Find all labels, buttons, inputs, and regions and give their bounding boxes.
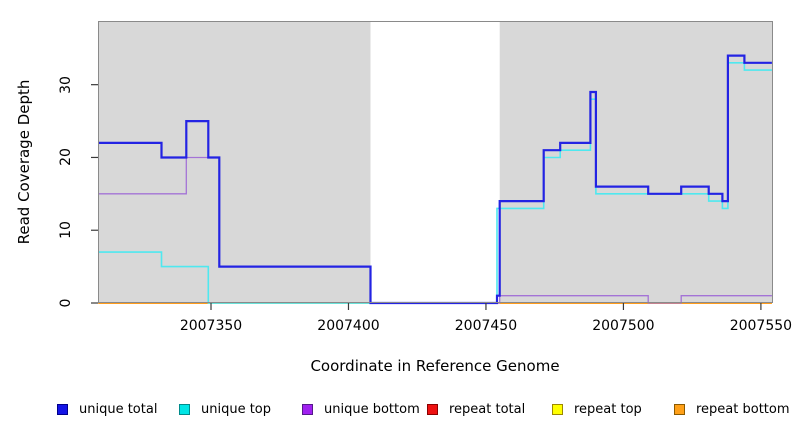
legend-label: unique total — [79, 402, 158, 417]
legend-item-unique-top: unique top — [179, 401, 271, 418]
x-tick-label: 2007500 — [592, 318, 655, 334]
legend-item-repeat-top: repeat top — [552, 401, 642, 418]
legend-item-unique-total: unique total — [57, 401, 157, 418]
legend-item-repeat-total: repeat total — [427, 401, 525, 418]
y-tick-label: 20 — [58, 148, 74, 167]
legend-swatch-icon — [552, 404, 563, 415]
legend-label: unique top — [201, 402, 272, 417]
legend-swatch-icon — [427, 404, 438, 415]
x-tick-label: 2007400 — [317, 318, 380, 334]
legend-label: repeat top — [574, 402, 642, 417]
x-tick-label: 2007450 — [454, 318, 518, 334]
y-axis-label: Read Coverage Depth — [15, 79, 33, 245]
legend-item-repeat-bottom: repeat bottom — [674, 401, 790, 418]
legend-swatch-icon — [674, 404, 685, 415]
plot-area — [91, 21, 773, 310]
y-tick-label: 0 — [58, 298, 74, 308]
x-axis-label: Coordinate in Reference Genome — [310, 357, 560, 375]
legend-label: unique bottom — [324, 402, 420, 417]
legend-swatch-icon — [57, 404, 68, 415]
legend-swatch-icon — [302, 404, 313, 415]
plot-border — [98, 21, 773, 303]
legend-item-unique-bottom: unique bottom — [302, 401, 420, 418]
series-unique-total — [98, 54, 772, 305]
y-tick-label: 30 — [58, 75, 74, 94]
x-tick-label: 2007550 — [729, 318, 792, 334]
highlight-region — [370, 21, 500, 303]
y-tick-label: 10 — [58, 221, 74, 240]
legend-swatch-icon — [179, 404, 190, 415]
x-tick-label: 2007350 — [179, 318, 243, 334]
legend-label: repeat total — [449, 402, 526, 417]
legend-label: repeat bottom — [696, 402, 790, 417]
